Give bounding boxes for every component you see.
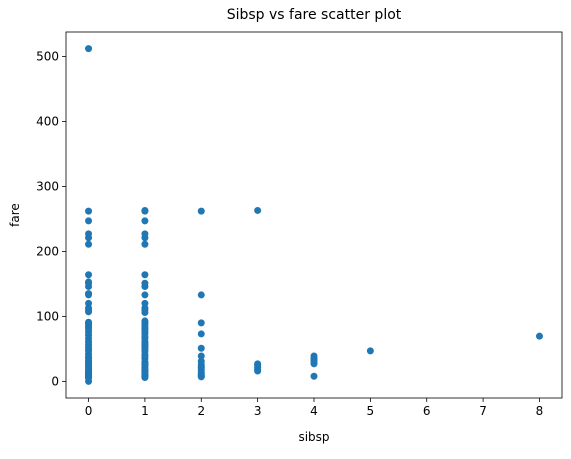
point xyxy=(535,332,543,340)
point xyxy=(85,299,93,307)
point xyxy=(310,372,318,380)
point xyxy=(197,352,205,360)
point xyxy=(254,206,262,214)
y-tick-label: 500 xyxy=(36,49,59,63)
point xyxy=(85,240,93,248)
point xyxy=(141,291,149,299)
point xyxy=(197,344,205,352)
y-tick-label: 100 xyxy=(36,309,59,323)
x-tick-label: 3 xyxy=(254,404,262,418)
point xyxy=(310,352,318,360)
point xyxy=(85,318,93,326)
point xyxy=(366,347,374,355)
chart-title: Sibsp vs fare scatter plot xyxy=(227,7,402,23)
point xyxy=(254,360,262,368)
point xyxy=(197,330,205,338)
y-tick-label: 0 xyxy=(51,374,59,388)
point xyxy=(85,290,93,298)
x-tick-label: 6 xyxy=(423,404,431,418)
point xyxy=(141,230,149,238)
point xyxy=(85,230,93,238)
point xyxy=(141,271,149,279)
x-tick-label: 2 xyxy=(197,404,205,418)
point xyxy=(197,291,205,299)
point xyxy=(85,217,93,225)
point xyxy=(141,240,149,248)
point xyxy=(141,206,149,214)
point xyxy=(197,357,205,365)
y-tick-label: 200 xyxy=(36,244,59,258)
x-tick-label: 4 xyxy=(310,404,318,418)
x-axis-label: sibsp xyxy=(298,430,329,444)
point xyxy=(141,279,149,287)
y-axis-label: fare xyxy=(8,203,22,227)
y-tick-label: 300 xyxy=(36,179,59,193)
x-tick-label: 1 xyxy=(141,404,149,418)
y-tick-label: 400 xyxy=(36,114,59,128)
point xyxy=(85,278,93,286)
x-tick-label: 7 xyxy=(479,404,487,418)
plot-frame xyxy=(65,31,563,399)
x-tick-label: 5 xyxy=(367,404,375,418)
point xyxy=(85,45,93,53)
point xyxy=(85,271,93,279)
point xyxy=(197,207,205,215)
point xyxy=(85,207,93,215)
point xyxy=(197,319,205,327)
point xyxy=(141,317,149,325)
point xyxy=(141,217,149,225)
x-tick-label: 0 xyxy=(85,404,93,418)
x-tick-label: 8 xyxy=(536,404,544,418)
point xyxy=(141,299,149,307)
